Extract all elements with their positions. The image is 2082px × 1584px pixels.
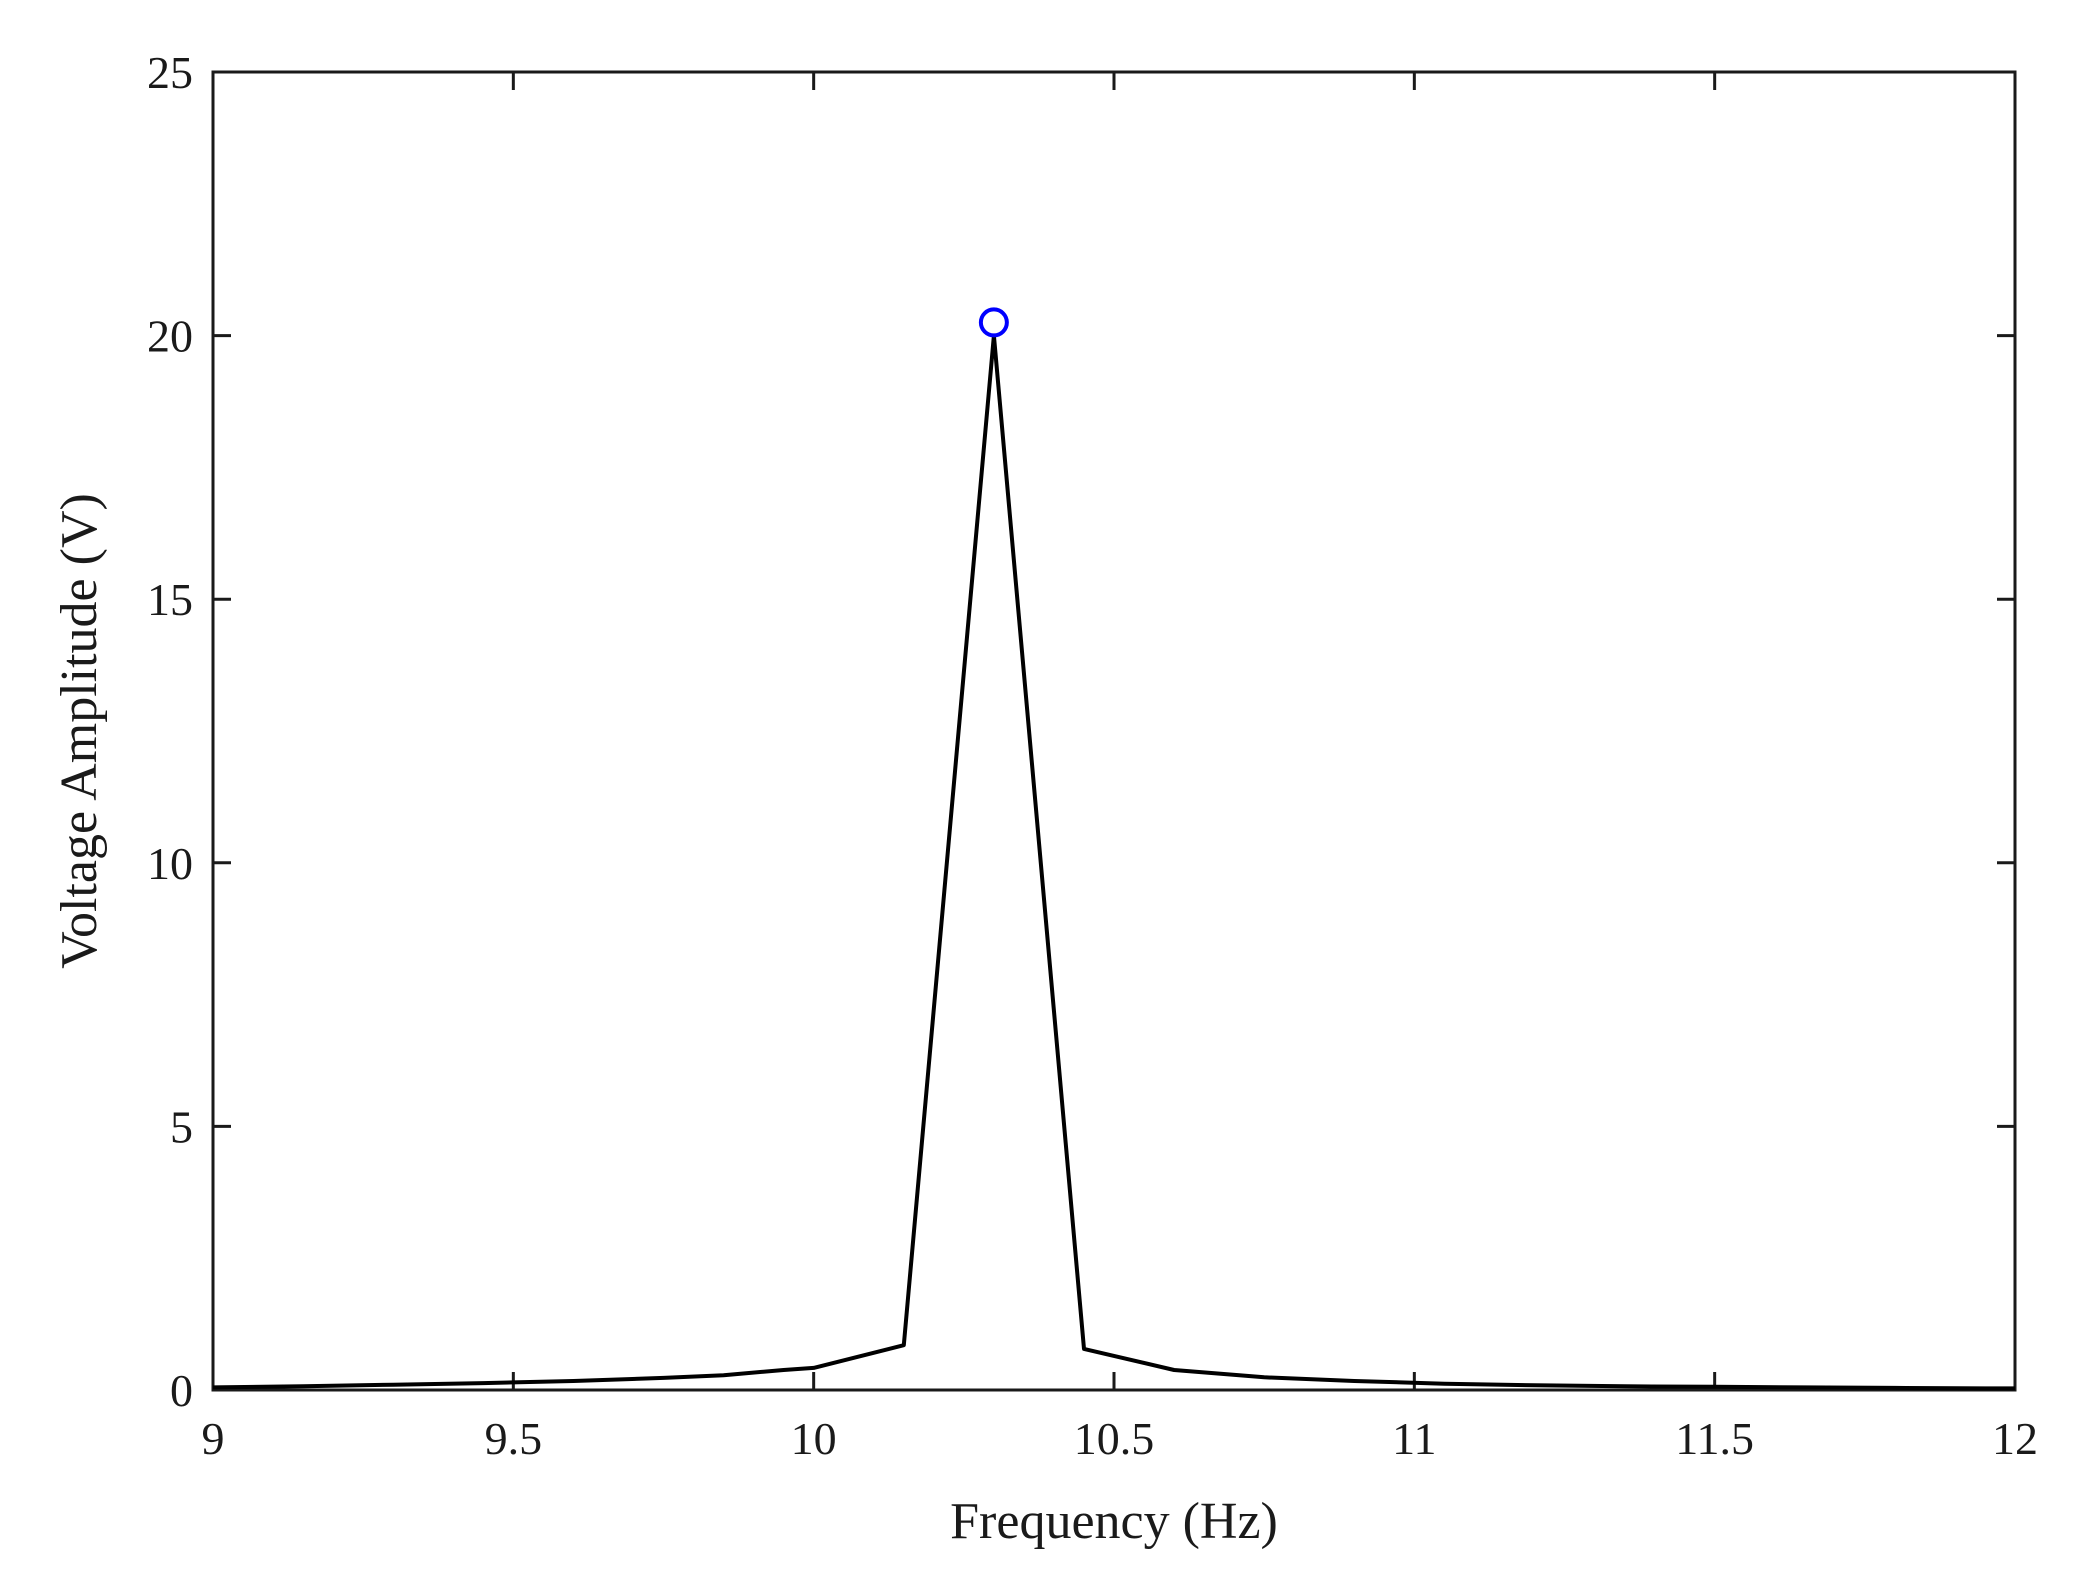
x-tick-label: 11 (1392, 1413, 1436, 1464)
x-tick-label: 10.5 (1074, 1413, 1155, 1464)
peak-marker (978, 307, 1009, 338)
x-tick-label: 9.5 (485, 1413, 543, 1464)
marker-layer (978, 307, 1009, 338)
x-tick-label: 11.5 (1675, 1413, 1754, 1464)
axis-ticks (211, 70, 2017, 1392)
y-tick-label: 25 (147, 47, 193, 98)
y-tick-label: 15 (147, 574, 193, 625)
y-tick-label: 20 (147, 311, 193, 362)
x-tick-label: 9 (202, 1413, 225, 1464)
tick-labels: 9 9.5 10 10.5 11 11.5 12 0 5 10 15 20 25 (147, 47, 2038, 1464)
y-axis-label: Voltage Amplitude (V) (51, 493, 108, 969)
series-line-1 (212, 333, 2015, 1391)
y-tick-label: 5 (170, 1101, 193, 1152)
x-tick-label: 10 (791, 1413, 837, 1464)
x-axis-label: Frequency (Hz) (950, 1493, 1278, 1550)
axes-box (211, 70, 2017, 1392)
series-layer (212, 333, 2015, 1391)
y-tick-label: 0 (170, 1365, 193, 1416)
x-tick-label: 12 (1992, 1413, 2038, 1464)
plot-area (211, 70, 2017, 1392)
y-tick-label: 10 (147, 838, 193, 889)
